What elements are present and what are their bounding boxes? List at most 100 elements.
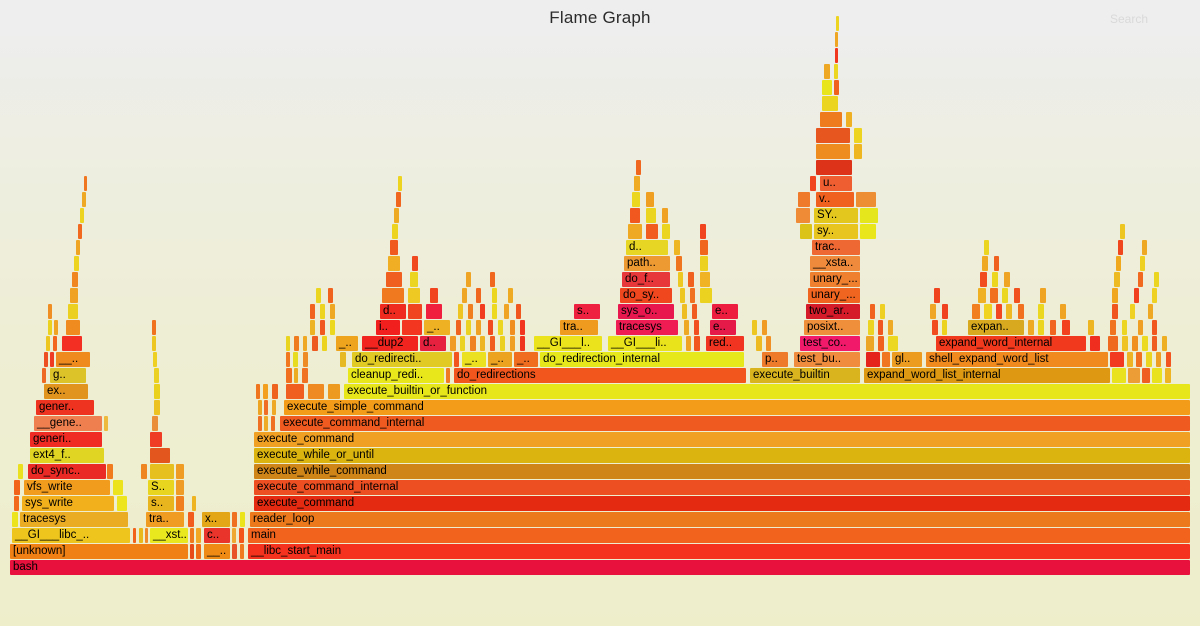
flame-frame[interactable] [1138, 320, 1143, 335]
flame-frame[interactable] [70, 288, 78, 303]
flame-frame-libc-start-main[interactable]: __libc_start_main [248, 544, 1190, 559]
flame-frame[interactable] [932, 320, 938, 335]
flame-frame-reader-loop[interactable]: reader_loop [250, 512, 1190, 527]
flame-frame[interactable] [470, 336, 476, 351]
flame-frame[interactable] [53, 336, 57, 351]
flame-frame[interactable] [190, 528, 194, 543]
flame-frame[interactable] [50, 352, 54, 367]
flame-frame[interactable] [293, 352, 298, 367]
flame-frame-e[interactable]: e.. [712, 304, 738, 319]
flame-frame-sys-write[interactable]: sys_write [22, 496, 114, 511]
flame-frame[interactable] [76, 240, 80, 255]
flame-frame-test-bu[interactable]: test_bu.. [794, 352, 860, 367]
flame-frame[interactable] [1112, 288, 1118, 303]
flame-frame[interactable] [150, 464, 174, 479]
flame-frame-gi-l[interactable]: __GI___l.. [534, 336, 602, 351]
flame-frame[interactable] [480, 304, 485, 319]
flame-frame[interactable] [271, 416, 275, 431]
flame-frame[interactable] [240, 544, 244, 559]
flame-frame[interactable] [520, 320, 525, 335]
flame-frame[interactable] [700, 256, 708, 271]
flame-frame[interactable] [674, 240, 680, 255]
flame-frame-ex[interactable]: ex.. [44, 384, 88, 399]
flame-frame[interactable] [316, 288, 321, 303]
flame-frame[interactable] [766, 336, 771, 351]
flame-frame[interactable] [868, 320, 874, 335]
flame-frame-unary[interactable]: unary_... [808, 288, 860, 303]
flame-frame[interactable] [412, 256, 418, 271]
flame-frame[interactable] [822, 80, 832, 95]
flame-frame[interactable] [888, 336, 898, 351]
flame-frame[interactable] [139, 528, 143, 543]
flame-frame[interactable] [1088, 320, 1094, 335]
flame-frame[interactable] [1134, 288, 1139, 303]
flame-frame[interactable] [402, 320, 422, 335]
flame-frame-s[interactable]: S.. [148, 480, 174, 495]
flame-frame[interactable] [700, 240, 708, 255]
flame-frame[interactable] [382, 288, 404, 303]
flame-frame[interactable] [46, 336, 50, 351]
flame-frame-[interactable]: _.. [424, 320, 450, 335]
flame-frame[interactable] [66, 320, 80, 335]
flame-frame[interactable] [992, 272, 998, 287]
flame-frame[interactable] [860, 208, 878, 223]
flame-frame[interactable] [1114, 272, 1120, 287]
flame-frame[interactable] [392, 224, 398, 239]
flame-frame[interactable] [1156, 352, 1161, 367]
flame-frame-xst[interactable]: __xst.. [150, 528, 188, 543]
flame-frame[interactable] [1152, 368, 1162, 383]
flame-frame[interactable] [462, 288, 467, 303]
flame-frame[interactable] [398, 176, 402, 191]
flame-frame[interactable] [692, 304, 697, 319]
flame-frame[interactable] [196, 544, 201, 559]
flame-frame-tra[interactable]: tra.. [560, 320, 598, 335]
flame-frame[interactable] [984, 240, 989, 255]
flame-frame[interactable] [1152, 336, 1157, 351]
flame-frame-expan[interactable]: expan.. [968, 320, 1024, 335]
flame-frame-execute-while-command[interactable]: execute_while_command [254, 464, 1190, 479]
flame-frame[interactable] [74, 256, 79, 271]
flame-frame[interactable] [1162, 336, 1167, 351]
flame-frame[interactable] [54, 320, 58, 335]
flame-frame[interactable] [854, 128, 862, 143]
flame-frame[interactable] [80, 208, 84, 223]
flame-frame[interactable] [632, 192, 640, 207]
flame-frame[interactable] [286, 368, 292, 383]
flame-frame[interactable] [984, 304, 992, 319]
flame-frame[interactable] [860, 224, 876, 239]
flame-frame-[interactable]: _.. [514, 352, 538, 367]
flame-frame[interactable] [258, 416, 262, 431]
flame-frame[interactable] [510, 320, 515, 335]
flame-frame[interactable] [14, 496, 19, 511]
flame-frame[interactable] [446, 368, 450, 383]
flame-frame[interactable] [800, 224, 812, 239]
flame-frame[interactable] [196, 528, 201, 543]
flame-frame-gener[interactable]: gener.. [36, 400, 94, 415]
flame-frame[interactable] [456, 320, 461, 335]
flame-frame[interactable] [320, 320, 325, 335]
flame-frame-execute-command-internal[interactable]: execute_command_internal [280, 416, 1190, 431]
flame-frame-d[interactable]: d.. [420, 336, 446, 351]
flame-frame-bash[interactable]: bash [10, 560, 1190, 575]
flame-frame[interactable] [678, 272, 683, 287]
flame-frame[interactable] [810, 176, 816, 191]
flame-frame[interactable] [176, 464, 184, 479]
flame-frame[interactable] [264, 400, 268, 415]
flame-frame[interactable] [854, 144, 862, 159]
flame-frame-vfs-write[interactable]: vfs_write [24, 480, 110, 495]
flame-frame[interactable] [1040, 288, 1046, 303]
flame-frame[interactable] [458, 304, 463, 319]
flame-frame-execute-simple-command[interactable]: execute_simple_command [284, 400, 1190, 415]
flame-frame[interactable] [1108, 336, 1118, 351]
flame-frame[interactable] [1002, 288, 1008, 303]
flame-frame[interactable] [426, 304, 442, 319]
flame-frame[interactable] [490, 272, 495, 287]
flame-frame-s[interactable]: s.. [148, 496, 174, 511]
flame-frame[interactable] [14, 480, 20, 495]
flame-frame[interactable] [982, 256, 988, 271]
flame-frame[interactable] [796, 208, 810, 223]
flame-frame-xsta[interactable]: __xsta.. [810, 256, 860, 271]
flame-frame[interactable] [460, 336, 465, 351]
flame-frame-execute-builtin[interactable]: execute_builtin [750, 368, 860, 383]
